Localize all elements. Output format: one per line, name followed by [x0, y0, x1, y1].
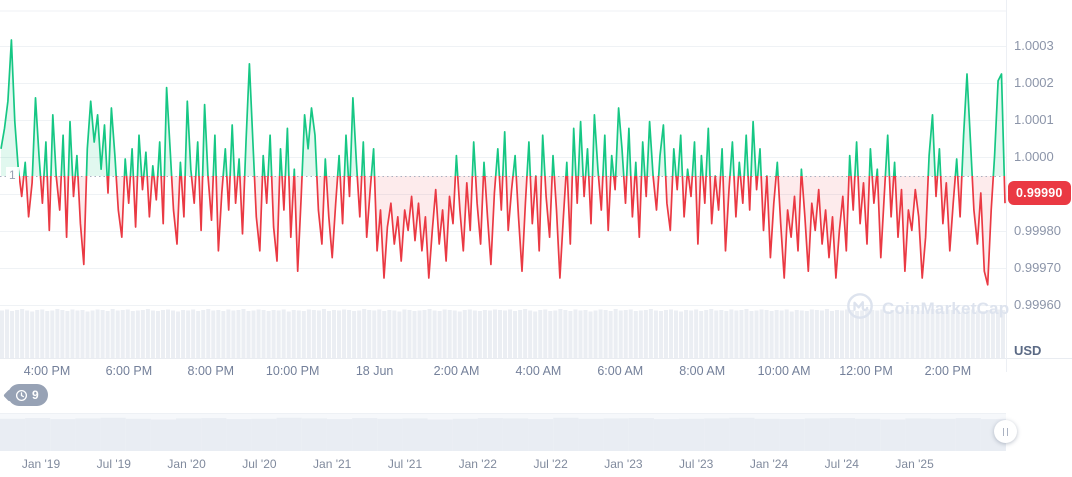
- nav-date-label: Jul '21: [387, 457, 423, 471]
- x-tick-label: 6:00 AM: [597, 364, 644, 378]
- x-tick-label: 2:00 AM: [433, 364, 480, 378]
- x-tick-label: 6:00 PM: [105, 364, 153, 378]
- nav-date-label: Jan '19: [21, 457, 61, 471]
- nav-date-label: Jul '22: [533, 457, 568, 471]
- nav-date-label: Jan '22: [458, 457, 497, 471]
- navigator-drag-handle[interactable]: [994, 420, 1017, 443]
- nav-date-label: Jan '24: [749, 457, 789, 471]
- watermark-text: CoinMarketCap: [882, 298, 1010, 318]
- axis-separator: [1006, 0, 1007, 372]
- nav-date-label: Jan '25: [895, 457, 934, 471]
- x-tick-label: 8:00 AM: [679, 364, 726, 378]
- price-chart-canvas[interactable]: [0, 0, 1072, 413]
- x-tick-label: 4:00 AM: [515, 364, 562, 378]
- y-tick-label: 0.99960: [1014, 297, 1061, 312]
- drag-handle-icon: [1003, 427, 1004, 436]
- y-tick-label: 1.0000: [1014, 149, 1054, 164]
- timeline-navigator[interactable]: [0, 413, 1006, 451]
- nav-date-label: Jul '24: [824, 457, 859, 471]
- clock-history-icon: [15, 389, 28, 402]
- coinmarketcap-logo-icon: [846, 292, 874, 325]
- history-count: 9: [32, 388, 39, 402]
- x-tick-label: 10:00 PM: [265, 364, 320, 378]
- nav-date-label: Jan '20: [167, 457, 206, 471]
- baseline-label: 1: [6, 167, 19, 184]
- x-tick-label: 2:00 PM: [924, 364, 972, 378]
- nav-date-label: Jan '21: [313, 457, 352, 471]
- history-badge[interactable]: 9: [8, 384, 48, 406]
- y-tick-label: 1.0002: [1014, 75, 1054, 90]
- y-tick-label: 0.99970: [1014, 260, 1061, 275]
- nav-date-label: Jul '23: [679, 457, 714, 471]
- nav-date-label: Jul '20: [242, 457, 277, 471]
- y-tick-label: 0.99980: [1014, 223, 1061, 238]
- coinmarketcap-watermark: CoinMarketCap: [846, 292, 1009, 325]
- x-tick-label: 8:00 PM: [187, 364, 235, 378]
- x-tick-label: 4:00 PM: [23, 364, 71, 378]
- x-tick-label: 12:00 PM: [839, 364, 893, 378]
- current-price-value: 0.99990: [1016, 186, 1063, 200]
- nav-date-label: Jan '23: [604, 457, 643, 471]
- y-tick-label: 1.0003: [1014, 38, 1054, 53]
- x-tick-label: 10:00 AM: [757, 364, 811, 378]
- current-price-badge: 0.99990: [1008, 181, 1071, 205]
- x-tick-label: 18 Jun: [355, 364, 394, 378]
- y-tick-label: 1.0001: [1014, 112, 1054, 127]
- usd-label: USD: [1014, 343, 1042, 358]
- nav-date-label: Jul '19: [96, 457, 131, 471]
